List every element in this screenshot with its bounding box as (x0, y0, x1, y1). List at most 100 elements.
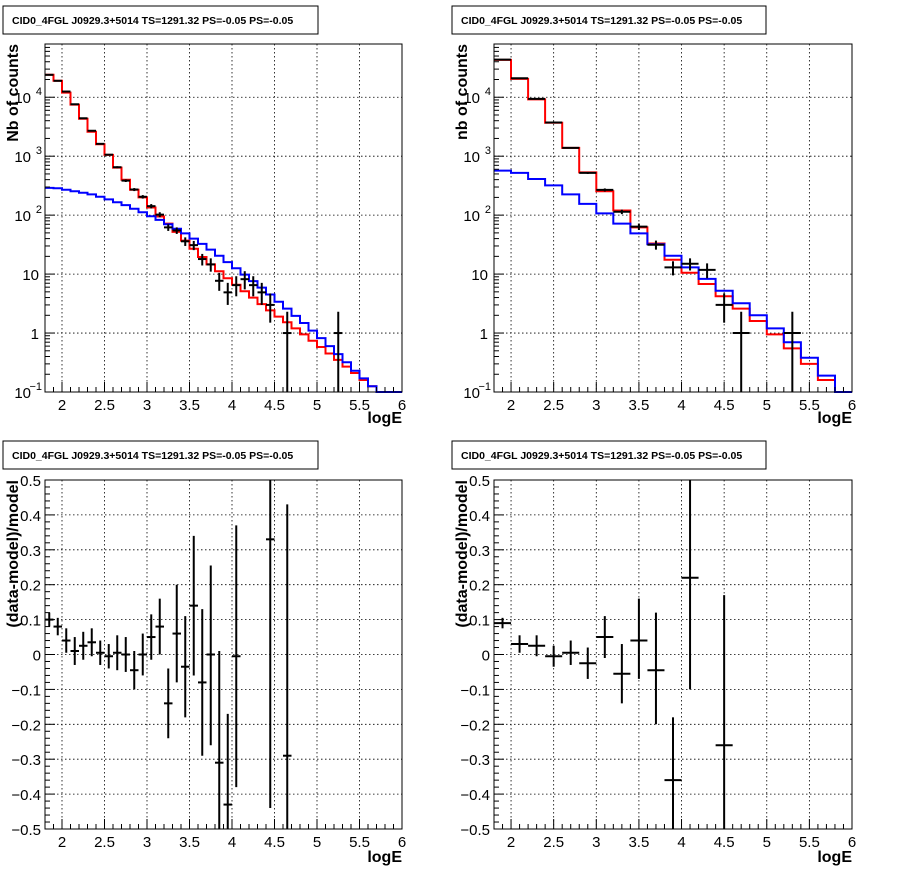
data-point (181, 616, 190, 718)
y-tick-label: −0.4 (460, 787, 490, 804)
x-axis-ticks (493, 819, 853, 829)
data-point (579, 171, 597, 174)
x-tick-label: 4 (228, 397, 236, 414)
x-tick-label: 4 (228, 834, 236, 851)
chart-title: CID0_4FGL J0929.3+5014 TS=1291.32 PS=-0.… (12, 15, 293, 27)
chart-title: CID0_4FGL J0929.3+5014 TS=1291.32 PS=-0.… (461, 15, 742, 27)
y-tick-exponent: −1 (478, 381, 491, 393)
data-points (494, 58, 801, 392)
y-tick-label: 10 (463, 208, 480, 225)
x-tick-label: 3 (592, 834, 600, 851)
x-tick-label: 4 (677, 397, 685, 414)
data-point (96, 142, 105, 145)
data-point (206, 258, 215, 272)
x-axis-title: logE (817, 410, 852, 427)
y-tick-label: 10 (14, 385, 31, 402)
data-point (698, 263, 716, 279)
data-point (630, 223, 648, 230)
y-tick-exponent: 4 (36, 86, 42, 98)
y-tick-label: 0.5 (469, 473, 490, 490)
data-point (172, 227, 181, 234)
x-tick-label: 2.5 (94, 834, 115, 851)
y-axis-title: Nb of counts (5, 44, 22, 142)
data-point (147, 204, 156, 209)
data-point (579, 647, 597, 679)
data-points (45, 480, 292, 829)
y-tick-exponent: 2 (36, 204, 42, 216)
x-tick-label: 5.5 (799, 834, 820, 851)
x-axis-title: logE (817, 849, 852, 866)
y-tick-label: −0.1 (460, 682, 490, 699)
histogram-series-1 (494, 169, 852, 393)
data-point (189, 535, 198, 676)
y-tick-label: −0.3 (460, 752, 490, 769)
data-point (198, 253, 207, 266)
x-tick-label: 4.5 (264, 834, 285, 851)
y-axis-ticks (45, 479, 55, 830)
data-points (494, 480, 733, 829)
x-tick-label: 5.5 (349, 834, 370, 851)
y-tick-label: 0.1 (20, 613, 41, 630)
y-tick-label: −0.3 (11, 752, 41, 769)
data-points (45, 73, 343, 392)
y-tick-label: 1 (480, 326, 488, 343)
title-box (451, 440, 767, 470)
y-axis-ticks (494, 43, 504, 393)
data-point (613, 209, 631, 215)
data-point (79, 631, 88, 660)
title-box (2, 5, 319, 35)
x-tick-label: 2 (507, 397, 515, 414)
y-tick-label: 0.4 (20, 508, 41, 525)
data-point (70, 637, 79, 665)
y-axis-ticks (494, 479, 504, 830)
data-point (783, 311, 801, 392)
data-point (715, 293, 733, 323)
data-point (138, 195, 147, 199)
x-axis-title: logE (367, 849, 402, 866)
chart-title: CID0_4FGL J0929.3+5014 TS=1291.32 PS=-0.… (12, 450, 293, 462)
data-point (596, 188, 614, 192)
data-point (113, 166, 122, 169)
x-tick-label: 5.5 (349, 397, 370, 414)
x-tick-label: 6 (398, 834, 406, 851)
data-point (232, 525, 241, 788)
y-tick-label: −0.4 (11, 787, 41, 804)
x-tick-label: 2.5 (94, 397, 115, 414)
y-tick-label: 0.5 (20, 473, 41, 490)
x-tick-label: 3.5 (628, 834, 649, 851)
data-point (232, 276, 241, 297)
y-tick-label: 1 (31, 326, 39, 343)
x-tick-label: 3.5 (179, 834, 200, 851)
y-tick-label: −0.5 (460, 822, 490, 839)
data-point (283, 311, 292, 392)
y-tick-label: −0.1 (11, 682, 41, 699)
data-point (562, 146, 580, 149)
x-tick-label: 4.5 (714, 397, 735, 414)
data-point (545, 121, 563, 124)
data-point (79, 117, 88, 120)
x-axis-ticks (493, 382, 853, 392)
y-tick-label: 10 (463, 385, 480, 402)
data-point (164, 668, 173, 739)
y-tick-label: −0.5 (11, 822, 41, 839)
data-point (172, 584, 181, 683)
plot-area (45, 480, 402, 829)
y-tick-label: 10 (471, 267, 488, 284)
x-tick-label: 2.5 (543, 834, 564, 851)
data-point (155, 598, 164, 655)
x-axis-ticks (44, 819, 403, 829)
data-point (664, 717, 682, 829)
x-tick-label: 3 (143, 834, 151, 851)
y-tick-exponent: 2 (485, 204, 491, 216)
data-point (562, 640, 580, 665)
x-tick-label: 6 (398, 397, 406, 414)
histogram-series-1 (45, 186, 402, 393)
x-tick-label: 3.5 (628, 397, 649, 414)
pad-bottom-right: 2 2.5 3 3.5 4 4.5 5 5.5 6 −0.5 −0.4 −0.3 −0.2 −0.1 0 0.… (451, 440, 856, 866)
data-point (104, 644, 113, 669)
data-point (664, 261, 682, 276)
x-tick-label: 5 (313, 834, 321, 851)
data-point (223, 713, 232, 829)
x-tick-label: 3.5 (179, 397, 200, 414)
data-point (53, 617, 62, 636)
